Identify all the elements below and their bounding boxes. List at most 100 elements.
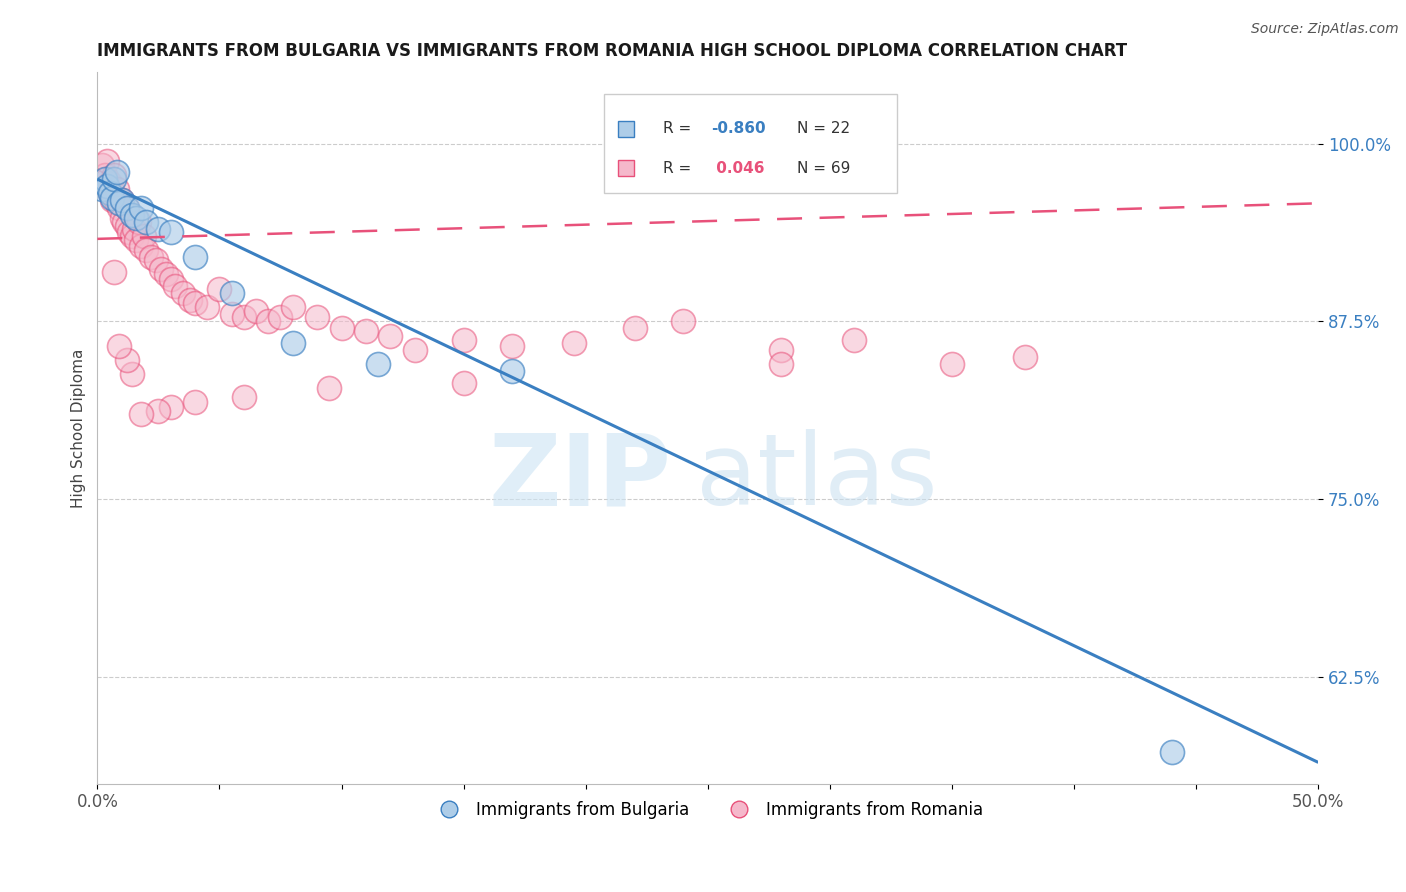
Point [118, 225, 141, 239]
Point [111, 194, 134, 208]
Point [184, 395, 207, 409]
Point [453, 333, 475, 347]
Text: R =: R = [662, 121, 696, 136]
Point [172, 285, 194, 300]
Text: IMMIGRANTS FROM BULGARIA VS IMMIGRANTS FROM ROMANIA HIGH SCHOOL DIPLOMA CORRELAT: IMMIGRANTS FROM BULGARIA VS IMMIGRANTS F… [97, 42, 1128, 60]
Point [101, 194, 124, 208]
Text: N = 69: N = 69 [797, 161, 851, 176]
Point [93, 168, 115, 182]
Point [135, 244, 157, 258]
Point [165, 278, 187, 293]
Point [307, 310, 329, 325]
Text: -0.860: -0.860 [711, 121, 766, 136]
Point [195, 300, 218, 314]
Point [105, 165, 128, 179]
Point [148, 222, 170, 236]
Point [770, 343, 793, 357]
Point [148, 404, 170, 418]
Point [101, 182, 124, 196]
Point [96, 179, 118, 194]
Point [112, 215, 135, 229]
Point [122, 222, 145, 236]
Point [149, 261, 172, 276]
Point [179, 293, 201, 307]
Point [184, 251, 207, 265]
Point [105, 196, 128, 211]
Point [121, 229, 143, 244]
Point [221, 307, 243, 321]
Point [101, 191, 124, 205]
Point [96, 153, 118, 168]
Point [115, 201, 138, 215]
Text: ZIP: ZIP [488, 429, 671, 526]
Point [208, 282, 231, 296]
Point [330, 321, 353, 335]
Point [108, 196, 131, 211]
Point [232, 310, 254, 325]
Point [121, 367, 143, 381]
Point [115, 201, 138, 215]
Point [318, 381, 340, 395]
Point [281, 335, 304, 350]
FancyBboxPatch shape [605, 94, 897, 194]
Point [105, 182, 128, 196]
Point [221, 285, 243, 300]
Point [770, 357, 793, 371]
Point [453, 376, 475, 390]
Point [121, 208, 143, 222]
Point [103, 168, 125, 182]
Point [131, 407, 153, 421]
Point [132, 229, 155, 244]
Point [98, 177, 121, 191]
Text: atlas: atlas [696, 429, 938, 526]
Text: Source: ZipAtlas.com: Source: ZipAtlas.com [1251, 22, 1399, 37]
Point [257, 314, 280, 328]
Point [115, 219, 138, 233]
Point [159, 271, 181, 285]
Point [128, 215, 150, 229]
Point [131, 239, 153, 253]
Point [91, 158, 114, 172]
Point [115, 352, 138, 367]
Point [111, 194, 134, 208]
Point [184, 296, 207, 310]
Point [96, 172, 118, 186]
Point [844, 333, 866, 347]
Point [672, 314, 695, 328]
Text: N = 22: N = 22 [797, 121, 851, 136]
Point [281, 300, 304, 314]
Point [404, 343, 426, 357]
Point [91, 182, 114, 196]
Point [159, 225, 181, 239]
Point [108, 201, 131, 215]
Y-axis label: High School Diploma: High School Diploma [72, 349, 86, 508]
Text: R =: R = [662, 161, 696, 176]
Point [103, 172, 125, 186]
Point [941, 357, 963, 371]
Point [98, 186, 121, 201]
Point [623, 321, 645, 335]
Point [232, 390, 254, 404]
Point [145, 253, 167, 268]
Point [103, 191, 125, 205]
Point [1160, 746, 1182, 760]
Point [501, 364, 523, 378]
Point [125, 233, 148, 247]
Point [562, 335, 585, 350]
Point [1014, 350, 1036, 364]
Point [380, 328, 402, 343]
Point [93, 172, 115, 186]
Point [354, 324, 377, 338]
Point [103, 264, 125, 278]
Point [155, 268, 177, 282]
Point [501, 338, 523, 352]
Point [245, 304, 267, 318]
Point [269, 310, 291, 325]
Point [159, 400, 181, 414]
Point [108, 338, 131, 352]
Point [135, 215, 157, 229]
Point [131, 201, 153, 215]
Point [125, 211, 148, 225]
Point [139, 251, 162, 265]
Text: 0.046: 0.046 [711, 161, 765, 176]
